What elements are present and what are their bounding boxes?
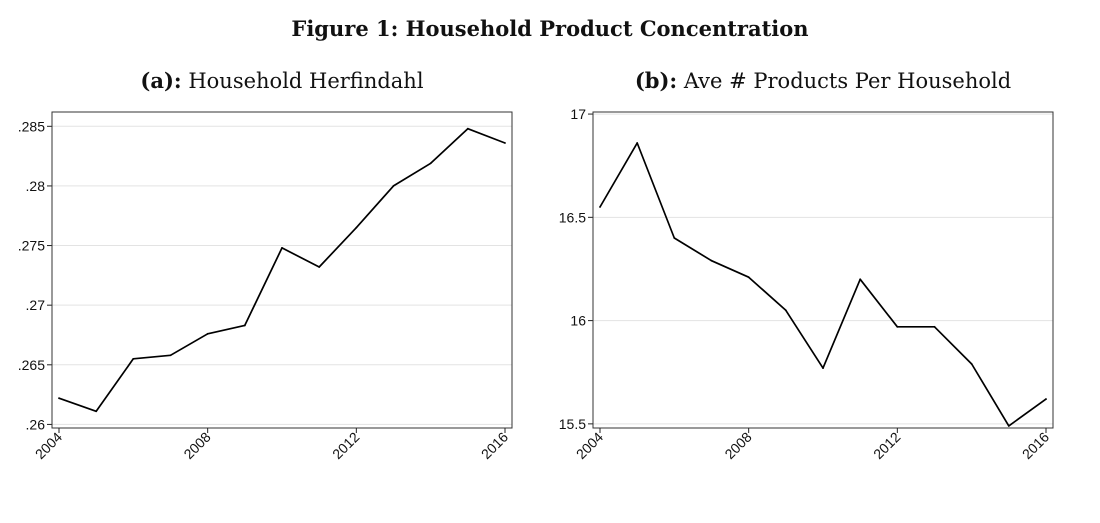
figure-title: Figure 1: Household Product Concentratio… [291,16,809,41]
data-point [58,397,60,400]
y-tick-label: 16.5 [559,209,586,225]
chart-panel-b: 15.5 16 16.5 17 2004 2008 2012 2016 [559,106,1054,462]
data-point [132,357,135,360]
data-point [318,266,321,268]
data-point [355,226,358,229]
data-point [392,185,395,187]
y-tick-label: .27 [26,297,46,313]
data-point [504,142,506,144]
x-tick-label: 2012 [329,429,362,462]
data-point [636,142,639,144]
panel-b-title: (b): Ave # Products Per Household [593,68,1053,93]
data-point [673,237,676,239]
plot-frame [51,111,513,429]
data-point [95,410,98,413]
x-tick-label: 2016 [478,429,511,462]
data-point [970,363,973,365]
y-tick-label: .285 [18,118,45,134]
panel-b-title-text: Ave # Products Per Household [683,69,1012,93]
data-point [281,247,283,249]
data-point [1045,398,1047,400]
series-line [58,127,506,413]
y-tick-label: .275 [18,238,45,254]
data-point [747,276,750,279]
x-tick-label: 2004 [32,429,65,462]
data-point [933,325,936,328]
data-point [466,127,469,130]
data-point [599,206,601,208]
y-tick-label: .26 [26,416,46,432]
data-point [243,324,246,327]
data-point [169,354,172,357]
data-point [784,309,787,312]
plot-frame [592,111,1054,429]
data-point [896,325,899,328]
data-point [710,259,713,262]
y-tick-label: 15.5 [559,416,586,432]
x-tick-label: 2016 [1019,429,1052,462]
data-point [822,367,824,370]
series-line [599,142,1047,427]
x-tick-label: 2008 [180,429,213,462]
panel-a-label: (a): [140,68,182,93]
x-tick-label: 2008 [721,429,754,462]
y-tick-label: .265 [18,357,45,373]
panel-a-title-text: Household Herfindahl [188,69,424,93]
x-tick-label: 2004 [573,429,606,462]
x-tick-label: 2012 [870,429,903,462]
data-point [1007,425,1010,427]
data-point [429,162,432,165]
data-point [859,278,862,281]
panel-a-title: (a): Household Herfindahl [52,68,512,93]
y-tick-label: 16 [570,313,586,329]
panel-b-label: (b): [634,68,678,93]
data-point [206,332,209,335]
y-tick-label: .28 [26,178,46,194]
chart-panel-a: .26 .265 .27 .275 .28 .285 2004 2008 2012 2016 [18,111,513,462]
y-tick-label: 17 [570,106,586,122]
